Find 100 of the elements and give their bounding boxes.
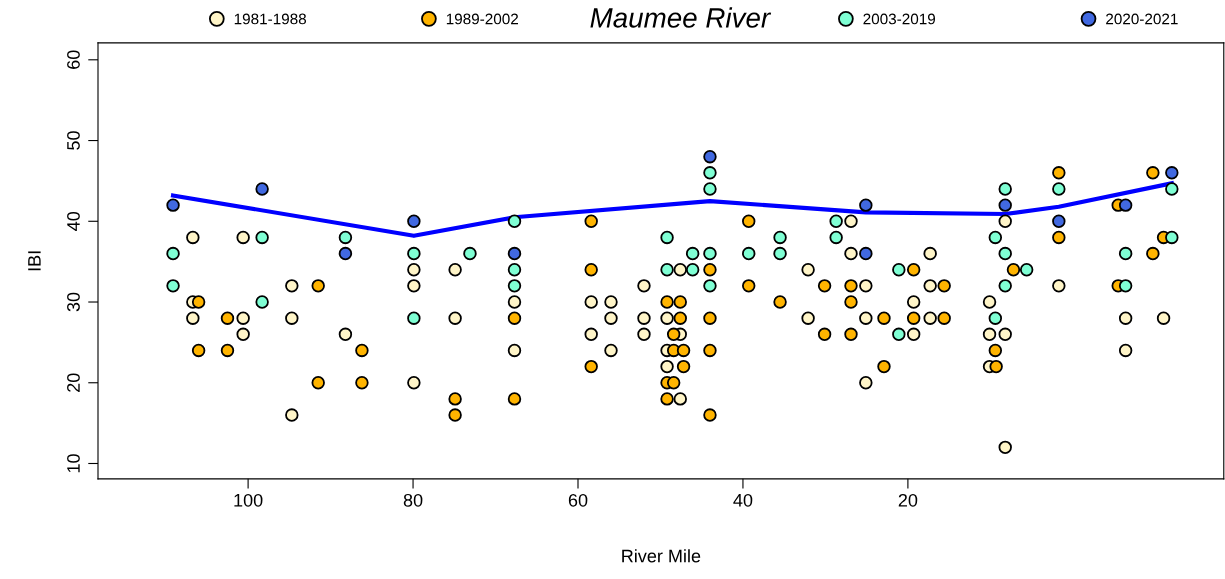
point — [801, 311, 815, 325]
point — [673, 392, 687, 406]
point — [998, 327, 1012, 342]
point — [998, 198, 1012, 212]
point — [685, 263, 700, 277]
point — [407, 246, 421, 261]
point — [285, 408, 299, 422]
point — [892, 263, 906, 277]
point — [255, 182, 269, 196]
point — [859, 246, 873, 261]
point — [844, 295, 858, 309]
point — [1146, 166, 1160, 180]
point — [844, 214, 858, 228]
point — [817, 327, 832, 342]
point — [1052, 182, 1066, 196]
point — [236, 230, 250, 245]
x-tick-label: 80 — [403, 493, 423, 507]
point — [220, 343, 235, 358]
point — [507, 246, 522, 261]
point — [703, 311, 717, 325]
point — [844, 246, 858, 261]
y-tick-label: 40 — [67, 211, 80, 231]
point — [448, 392, 462, 406]
legend-label: 2003-2019 — [863, 13, 936, 25]
point — [998, 214, 1012, 228]
point — [355, 376, 369, 390]
point — [584, 295, 598, 309]
point — [660, 263, 674, 277]
point — [742, 246, 756, 261]
point — [742, 279, 756, 293]
point — [703, 182, 717, 196]
point — [186, 230, 200, 245]
point — [311, 279, 325, 293]
point — [1165, 166, 1179, 180]
point — [1118, 343, 1133, 358]
point — [255, 230, 269, 245]
point — [1052, 214, 1066, 228]
point — [604, 311, 618, 325]
point — [584, 359, 598, 374]
point — [166, 279, 180, 293]
point — [220, 311, 235, 325]
point — [660, 295, 674, 309]
point — [703, 343, 717, 358]
point — [817, 279, 832, 293]
point — [1118, 198, 1133, 212]
point — [666, 376, 681, 390]
point — [703, 149, 717, 164]
point — [660, 359, 674, 374]
point — [191, 343, 206, 358]
point — [703, 263, 717, 277]
point — [859, 198, 873, 212]
point — [801, 263, 815, 277]
point — [859, 376, 873, 390]
point — [923, 246, 937, 261]
point — [448, 311, 462, 325]
point — [676, 359, 691, 374]
point — [906, 295, 921, 309]
point — [676, 343, 691, 358]
point — [988, 343, 1003, 358]
point — [604, 295, 618, 309]
point — [507, 214, 522, 228]
point — [988, 230, 1003, 245]
point — [191, 295, 206, 309]
point — [703, 166, 717, 180]
x-tick-label: 60 — [568, 493, 588, 507]
point — [507, 311, 522, 325]
point — [660, 311, 674, 325]
point — [186, 311, 200, 325]
point — [666, 327, 681, 342]
point — [448, 408, 462, 422]
point — [1118, 311, 1133, 325]
point — [844, 327, 858, 342]
point — [166, 246, 180, 261]
legend-label: 2020-2021 — [1106, 13, 1178, 25]
point — [892, 327, 906, 342]
legend-label: 1989-2002 — [446, 13, 518, 25]
point — [285, 311, 299, 325]
y-tick-label: 60 — [67, 50, 80, 69]
point — [989, 359, 1003, 374]
point — [773, 230, 787, 245]
point — [988, 311, 1003, 325]
point — [673, 295, 687, 309]
point — [982, 295, 997, 309]
point — [407, 263, 421, 277]
x-tick-label: 20 — [898, 493, 918, 507]
point — [685, 246, 700, 261]
point — [877, 359, 891, 374]
point — [338, 246, 353, 261]
point — [742, 214, 756, 228]
point — [407, 214, 421, 228]
chart-title: Maumee River — [590, 7, 772, 28]
point — [937, 279, 951, 293]
x-tick-label: 100 — [234, 493, 263, 507]
point — [166, 198, 180, 212]
point — [673, 263, 687, 277]
point — [407, 376, 421, 390]
point — [998, 182, 1012, 196]
point — [604, 343, 618, 358]
point — [1165, 182, 1179, 196]
point — [1052, 230, 1066, 245]
